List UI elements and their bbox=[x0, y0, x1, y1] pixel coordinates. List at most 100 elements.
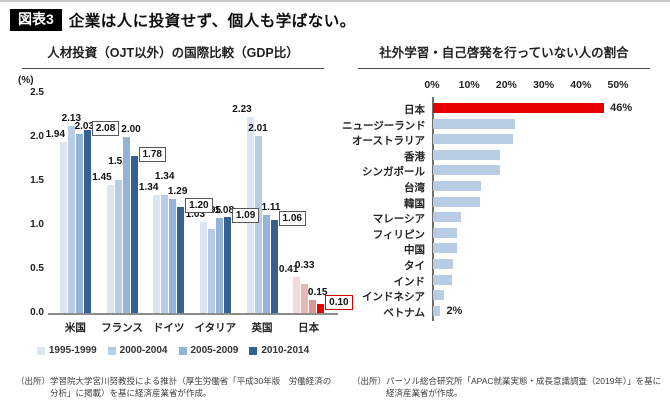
bar-米国-2000-2004 bbox=[67, 125, 75, 313]
hbar-ベトナム bbox=[433, 305, 441, 316]
legend-swatch-icon bbox=[249, 346, 258, 355]
x-axis-category-label: ドイツ bbox=[152, 322, 185, 334]
legend-item-2000-2004: 2000-2004 bbox=[107, 345, 168, 356]
bar-ドイツ-2000-2004 bbox=[161, 195, 169, 313]
legend-label: 2000-2004 bbox=[119, 345, 168, 356]
row-label-マレーシア: マレーシア bbox=[372, 213, 425, 226]
bar-value-label: 1.03 bbox=[185, 209, 206, 221]
legend-label: 2010-2014 bbox=[261, 345, 310, 356]
hbar-オーストラリア bbox=[433, 134, 513, 145]
hbar-フィリピン bbox=[433, 227, 458, 238]
legend: 1995-1999 2000-2004 2005-2009 2010-2014 bbox=[6, 345, 340, 356]
bar-value-label: 1.94 bbox=[45, 129, 66, 141]
bar-イタリア-2000-2004 bbox=[207, 229, 215, 313]
bar-value-label: 1.29 bbox=[167, 186, 188, 198]
right-source-note: （出所）パーソル総合研究所「APAC就業実態・成長意識調査（2019年）」を基に… bbox=[352, 376, 662, 399]
legend-item-2010-2014: 2010-2014 bbox=[249, 345, 309, 356]
bar-value-label: 2.13 bbox=[61, 112, 82, 124]
hbar-ニュージーランド bbox=[433, 118, 515, 129]
x-axis-tick: 30% bbox=[533, 79, 555, 91]
hbar-インドネシア bbox=[433, 290, 445, 301]
hbar-マレーシア bbox=[433, 212, 461, 223]
row-label-日本: 日本 bbox=[404, 104, 425, 116]
bar-ドイツ-2005-2009 bbox=[169, 199, 177, 313]
figure-header: 図表3 企業は人に投資せず、個人も学ばない。 bbox=[10, 9, 356, 31]
x-axis-tick: 40% bbox=[570, 79, 592, 91]
x-axis-tick: 10% bbox=[458, 79, 480, 91]
bar-value-label-boxed: 1.09 bbox=[231, 208, 260, 224]
figure-title: 企業は人に投資せず、個人も学ばない。 bbox=[68, 13, 356, 30]
bar-フランス-1995-1999 bbox=[106, 185, 114, 313]
left-source-note: （出所）学習院大学宮川努教授による推計（厚生労働省「平成30年版 労働経済の分析… bbox=[16, 376, 332, 399]
bar-イタリア-1995-1999 bbox=[199, 222, 207, 313]
bar-value-label: 2.00 bbox=[121, 124, 141, 135]
bar-value-label-boxed: 0.10 bbox=[325, 295, 353, 311]
x-axis-tick: 50% bbox=[607, 79, 629, 91]
bar-日本-1995-1999 bbox=[293, 276, 301, 313]
bar-value-label: 1.51 bbox=[108, 156, 128, 168]
bar-value-label-boxed: 1.20 bbox=[185, 198, 213, 214]
hbar-value-label: 2% bbox=[446, 304, 463, 317]
hbar-香港 bbox=[433, 149, 500, 160]
bar-value-label: 1.34 bbox=[154, 171, 175, 183]
y-axis-line bbox=[432, 97, 434, 322]
figure-number-badge: 図表3 bbox=[10, 9, 62, 31]
bar-英国-2005-2009 bbox=[262, 215, 270, 313]
bar-value-label-boxed: 1.78 bbox=[138, 147, 166, 163]
hbar-韓国 bbox=[433, 196, 480, 207]
bar-日本-2010-2014 bbox=[317, 304, 325, 313]
bar-value-label-boxed: 2.08 bbox=[91, 120, 120, 136]
bar-value-label-boxed: 1.06 bbox=[278, 210, 306, 226]
legend-item-2005-2009: 2005-2009 bbox=[178, 345, 238, 356]
hbar-シンガポール bbox=[433, 165, 500, 176]
hbar-日本 bbox=[433, 103, 605, 113]
bar-英国-2000-2004 bbox=[254, 136, 262, 313]
bar-フランス-2010-2014 bbox=[130, 156, 138, 313]
hbar-value-label: 46% bbox=[610, 102, 633, 114]
left-panel: 人材投資（OJT以外）の国際比較（GDP比） (%) 0.0 0.5 1.0 1.5 2… bbox=[6, 42, 353, 404]
x-axis-category-label: フランス bbox=[101, 322, 143, 334]
bar-英国-2010-2014 bbox=[270, 219, 278, 313]
y-axis-tick: 0.0 bbox=[30, 307, 44, 318]
bar-value-label: 2.23 bbox=[232, 103, 252, 115]
bar-value-label: 2.03 bbox=[74, 121, 95, 133]
hbar-インド bbox=[433, 274, 452, 285]
row-label-韓国: 韓国 bbox=[404, 197, 425, 210]
hbar-中国 bbox=[433, 243, 458, 254]
row-label-インド: インド bbox=[393, 275, 426, 288]
y-axis-tick: 2.0 bbox=[30, 131, 44, 142]
hbar-タイ bbox=[433, 259, 454, 269]
legend-item-1995-1999: 1995-1999 bbox=[36, 345, 97, 356]
bar-value-label: 1.11 bbox=[261, 202, 281, 214]
bar-日本-2000-2004 bbox=[301, 283, 309, 313]
bar-value-label: 1.34 bbox=[138, 182, 159, 194]
bar-value-label: 0.15 bbox=[307, 286, 328, 298]
row-label-ニュージーランド: ニュージーランド bbox=[342, 119, 426, 132]
legend-swatch-icon bbox=[36, 346, 45, 355]
row-label-インドネシア: インドネシア bbox=[362, 291, 425, 304]
x-axis-category-label: 日本 bbox=[298, 322, 320, 334]
bar-ドイツ-2010-2014 bbox=[177, 207, 185, 313]
bar-value-label: 0.33 bbox=[294, 259, 315, 271]
investment-chart-plot: (%) 0.0 0.5 1.0 1.5 2.0 2.5 1.94 2.13 2.03 2.08 米国… bbox=[6, 75, 353, 339]
row-label-タイ: タイ bbox=[404, 260, 425, 272]
bar-米国-2010-2014 bbox=[83, 129, 91, 313]
x-axis-category-label: 米国 bbox=[64, 322, 86, 334]
row-label-香港: 香港 bbox=[404, 150, 425, 163]
x-axis-category-label: イタリア bbox=[194, 322, 237, 334]
row-label-オーストラリア: オーストラリア bbox=[352, 135, 425, 148]
x-axis-tick: 20% bbox=[495, 79, 517, 91]
right-chart-title: 社外学習・自己啓発を行っていない人の割合 bbox=[358, 42, 650, 69]
bar-ドイツ-1995-1999 bbox=[153, 195, 161, 313]
row-label-フィリピン: フィリピン bbox=[372, 228, 425, 241]
row-label-ベトナム: ベトナム bbox=[383, 306, 425, 319]
bar-フランス-2000-2004 bbox=[114, 180, 122, 313]
left-chart-title: 人材投資（OJT以外）の国際比較（GDP比） bbox=[22, 42, 324, 69]
legend-label: 1995-1999 bbox=[48, 345, 97, 356]
y-axis-tick: 2.5 bbox=[30, 87, 44, 98]
row-label-シンガポール: シンガポール bbox=[362, 166, 425, 179]
hbar-台湾 bbox=[433, 181, 482, 191]
x-axis-tick: 0% bbox=[424, 79, 440, 91]
bar-日本-2005-2009 bbox=[309, 299, 317, 313]
selflearning-chart-plot: 0% 10% 20% 30% 40% 50% 日本 46% ニュージーランドオーストラリア香港シ… bbox=[342, 77, 666, 325]
